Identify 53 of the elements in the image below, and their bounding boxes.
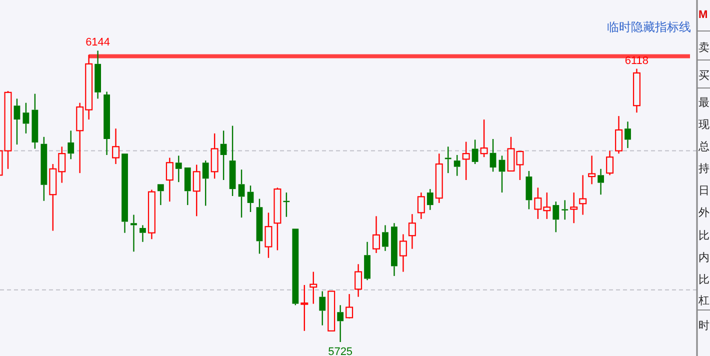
text: 最 — [698, 97, 710, 109]
text: 比 — [698, 229, 710, 242]
candlestick — [372, 216, 380, 254]
text: 外 — [698, 207, 710, 219]
candlestick — [220, 130, 227, 181]
candlestick — [606, 150, 614, 176]
candlestick — [588, 155, 596, 185]
annotation: 5725 — [328, 346, 353, 356]
text: 现 — [698, 119, 710, 131]
candlestick — [562, 200, 568, 220]
candlestick — [462, 141, 470, 181]
text: 总 — [698, 140, 710, 153]
text: 比 — [698, 273, 710, 286]
candlestick — [579, 174, 587, 216]
candlestick — [300, 284, 308, 332]
candlestick — [624, 121, 631, 149]
candlestick — [337, 304, 344, 343]
text: 时 — [698, 319, 710, 332]
candlestick — [382, 224, 388, 252]
text: 临时隐藏指标线 — [607, 20, 691, 34]
candlestick — [364, 241, 370, 281]
text: 买 — [698, 70, 710, 82]
candlestick — [399, 234, 407, 272]
candlestick — [148, 189, 156, 240]
text: M — [698, 9, 708, 21]
candlestick — [615, 115, 623, 154]
candlestick — [166, 157, 174, 202]
candlestick — [112, 128, 120, 165]
text: 持 — [698, 163, 710, 175]
candlestick — [346, 293, 354, 318]
text: 杠 — [698, 295, 710, 307]
candlestick — [417, 192, 425, 220]
candlestick — [130, 214, 137, 252]
candlestick — [598, 168, 604, 196]
candlestick — [94, 50, 102, 100]
candlestick — [140, 224, 146, 242]
candlestick — [570, 192, 578, 224]
candlestick — [354, 264, 362, 298]
candlestick — [104, 91, 110, 156]
text: 内 — [698, 251, 710, 264]
annotation: 6118 — [624, 54, 649, 67]
candlestick — [175, 155, 182, 183]
candlestick — [22, 102, 30, 134]
candlestick — [498, 155, 506, 194]
candlestick — [408, 213, 416, 250]
candlestick — [238, 168, 245, 218]
candlestick — [310, 271, 318, 304]
candlestick — [264, 212, 272, 258]
text: 日 — [698, 185, 710, 197]
candlestick — [391, 222, 398, 277]
text: 卖 — [698, 41, 710, 54]
candlestick — [632, 68, 640, 114]
annotation: 6144 — [86, 36, 110, 49]
